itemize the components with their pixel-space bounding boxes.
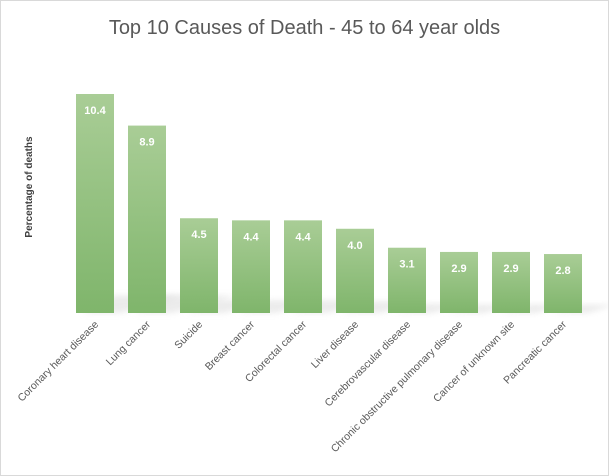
bar [440,251,478,313]
bar-value-label: 2.9 [451,263,466,275]
category-label: Liver disease [309,319,361,371]
category-label: Suicide [172,319,205,352]
bar-value-label: 4.4 [243,231,259,243]
y-axis-label: Percentage of deaths [24,136,35,238]
bar [232,220,270,313]
bar [388,247,426,313]
bar [492,251,530,313]
bar-value-label: 4.4 [295,231,311,243]
bar [544,254,582,313]
category-labels-group: Coronary heart disease Lung cancer Suicide… [15,318,569,455]
value-labels-group: 10.4 8.9 4.5 4.4 4.4 4.0 3.1 2.9 2.9 2.8 [84,105,570,277]
chart-title: Top 10 Causes of Death - 45 to 64 year o… [108,17,501,39]
bar [336,228,374,313]
bar [128,125,166,313]
bar-value-label: 10.4 [84,105,106,117]
category-label: Coronary heart disease [15,319,101,405]
category-label: Cerebrovascular disease [323,319,414,410]
bar-value-label: 2.9 [503,263,518,275]
bar [180,218,218,313]
bar-value-label: 4.0 [347,240,362,252]
bar-value-label: 4.5 [191,229,206,241]
bars-group [76,94,582,313]
bar-value-label: 8.9 [139,137,154,149]
category-label: Breast cancer [203,318,258,373]
bar [284,220,322,313]
bar [76,94,114,313]
category-label: Lung cancer [104,318,154,368]
bar-value-label: 3.1 [399,259,414,271]
bar-value-label: 2.8 [555,265,570,277]
